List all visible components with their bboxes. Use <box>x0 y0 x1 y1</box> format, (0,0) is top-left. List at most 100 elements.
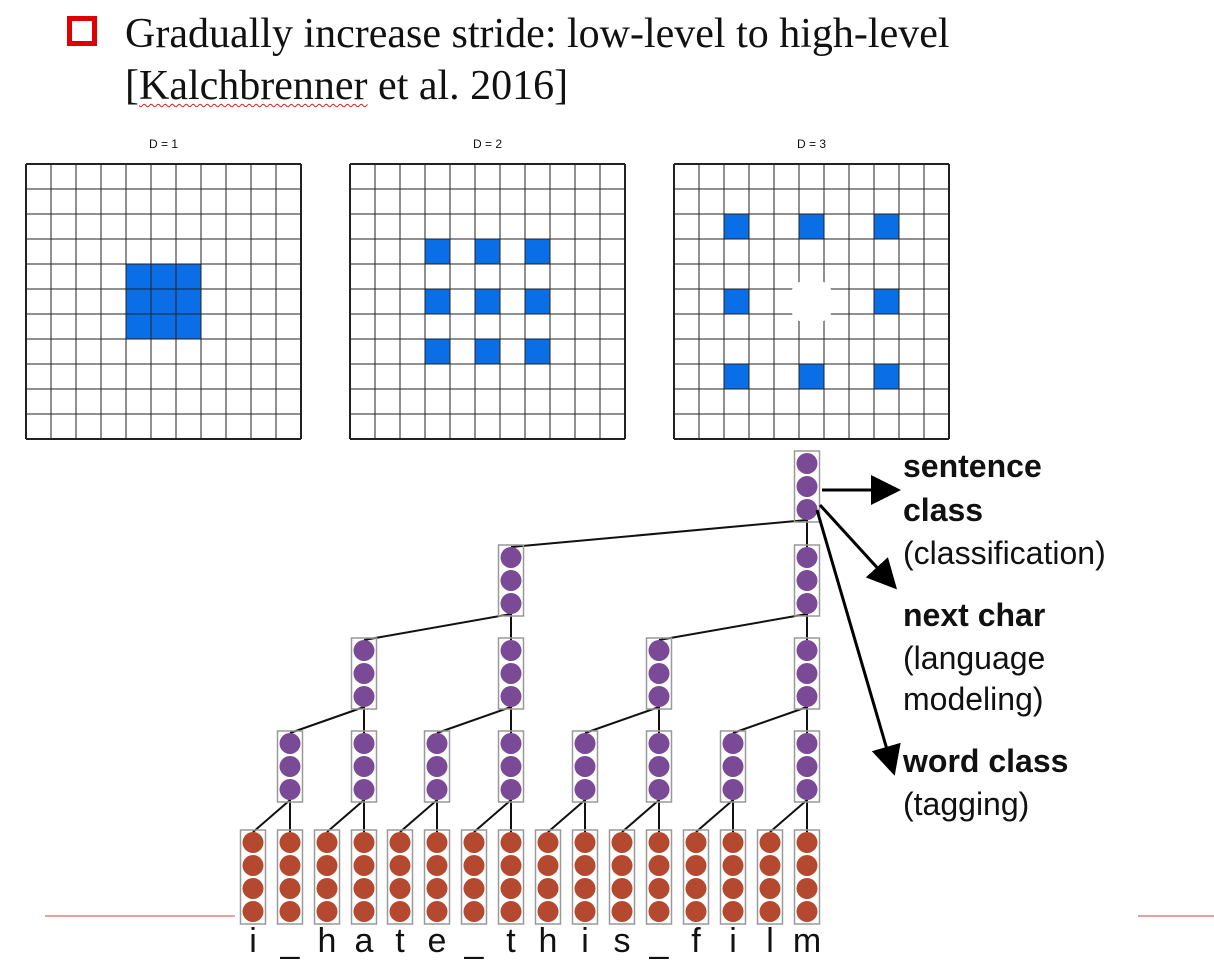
filled-cell <box>724 289 749 314</box>
tree-edge <box>473 799 512 833</box>
nextchar-label-3: modeling) <box>903 681 1044 717</box>
char-label: _ <box>464 922 485 960</box>
char-label: a <box>355 922 374 960</box>
filled-cell <box>126 314 151 339</box>
filled-cell <box>475 239 500 264</box>
node-unit <box>279 756 301 777</box>
node-frame <box>313 829 341 925</box>
node-unit <box>722 832 744 853</box>
node-unit <box>796 640 818 661</box>
node-unit <box>463 901 485 922</box>
input-node <box>239 829 267 925</box>
char-label: i <box>249 922 257 960</box>
char-label: t <box>395 922 405 960</box>
node-unit <box>648 855 670 876</box>
node-unit <box>574 832 596 853</box>
node-unit <box>500 640 522 661</box>
input-node <box>682 829 710 925</box>
node-unit <box>463 832 485 853</box>
node-unit <box>537 901 559 922</box>
filled-cell <box>874 364 899 389</box>
node-unit <box>685 901 707 922</box>
node-unit <box>722 756 744 777</box>
node-unit <box>574 855 596 876</box>
node-unit <box>353 733 375 754</box>
node-unit <box>574 901 596 922</box>
arrow-word-class <box>815 509 901 776</box>
node-frame <box>497 637 525 710</box>
tree-edge <box>252 799 291 833</box>
node-unit <box>242 855 264 876</box>
ref-open: [ <box>125 63 139 109</box>
node-unit <box>242 901 264 922</box>
node-unit <box>389 901 411 922</box>
grid-label: D = 1 <box>149 137 178 151</box>
node-unit <box>537 855 559 876</box>
node-unit <box>279 733 301 754</box>
filled-cell <box>151 314 176 339</box>
node-unit <box>316 832 338 853</box>
node-frame <box>793 730 821 803</box>
node-unit <box>537 832 559 853</box>
hidden-node-l1 <box>571 730 599 803</box>
center-blank <box>788 278 835 325</box>
node-unit <box>242 832 264 853</box>
filled-cell <box>126 264 151 289</box>
node-unit <box>648 756 670 777</box>
filled-cell <box>799 214 824 239</box>
grid-d3: D = 3 <box>673 137 950 440</box>
word-label-2: (tagging) <box>903 786 1029 822</box>
node-unit <box>500 593 522 614</box>
char-label: _ <box>649 922 670 960</box>
node-unit <box>500 756 522 777</box>
char-label: h <box>539 922 558 960</box>
node-unit <box>500 901 522 922</box>
grid-label: D = 2 <box>473 137 502 151</box>
node-frame <box>497 829 525 925</box>
node-frame <box>497 544 525 617</box>
hidden-node-l2 <box>793 637 821 710</box>
node-unit <box>426 832 448 853</box>
node-unit <box>648 733 670 754</box>
input-node <box>460 829 488 925</box>
node-unit <box>685 855 707 876</box>
ref-author: Kalchbrenner <box>139 63 368 109</box>
hidden-node-l2 <box>645 637 673 710</box>
node-unit <box>722 878 744 899</box>
char-label: l <box>766 922 774 960</box>
node-unit <box>648 686 670 707</box>
node-frame <box>276 730 304 803</box>
arrow-next-char <box>818 503 898 590</box>
char-label: e <box>428 922 447 960</box>
node-unit <box>759 878 781 899</box>
input-node <box>350 829 378 925</box>
node-unit <box>759 901 781 922</box>
node-unit <box>389 832 411 853</box>
node-unit <box>426 878 448 899</box>
input-node <box>386 829 414 925</box>
input-node <box>313 829 341 925</box>
tree-edge <box>584 706 660 734</box>
hidden-node-l3 <box>497 544 525 617</box>
node-frame <box>497 730 525 803</box>
input-node <box>497 829 525 925</box>
grid-d2: D = 2 <box>349 137 626 440</box>
node-unit <box>648 640 670 661</box>
node-unit <box>796 570 818 591</box>
dilation-grids: D = 1 D = 2 D = 3 <box>25 137 950 440</box>
tree-edge <box>658 613 808 641</box>
character-row: i _ h a t e _ t h i s _ f i l m <box>249 922 821 960</box>
node-frame <box>386 829 414 925</box>
hidden-node-l1 <box>276 730 304 803</box>
node-frame <box>423 730 451 803</box>
node-unit <box>353 686 375 707</box>
node-unit <box>796 733 818 754</box>
filled-cell <box>425 289 450 314</box>
node-unit <box>796 476 818 497</box>
node-frame <box>423 829 451 925</box>
filled-cell <box>724 214 749 239</box>
char-label: _ <box>280 922 301 960</box>
filled-cell <box>425 239 450 264</box>
node-unit <box>796 499 818 520</box>
